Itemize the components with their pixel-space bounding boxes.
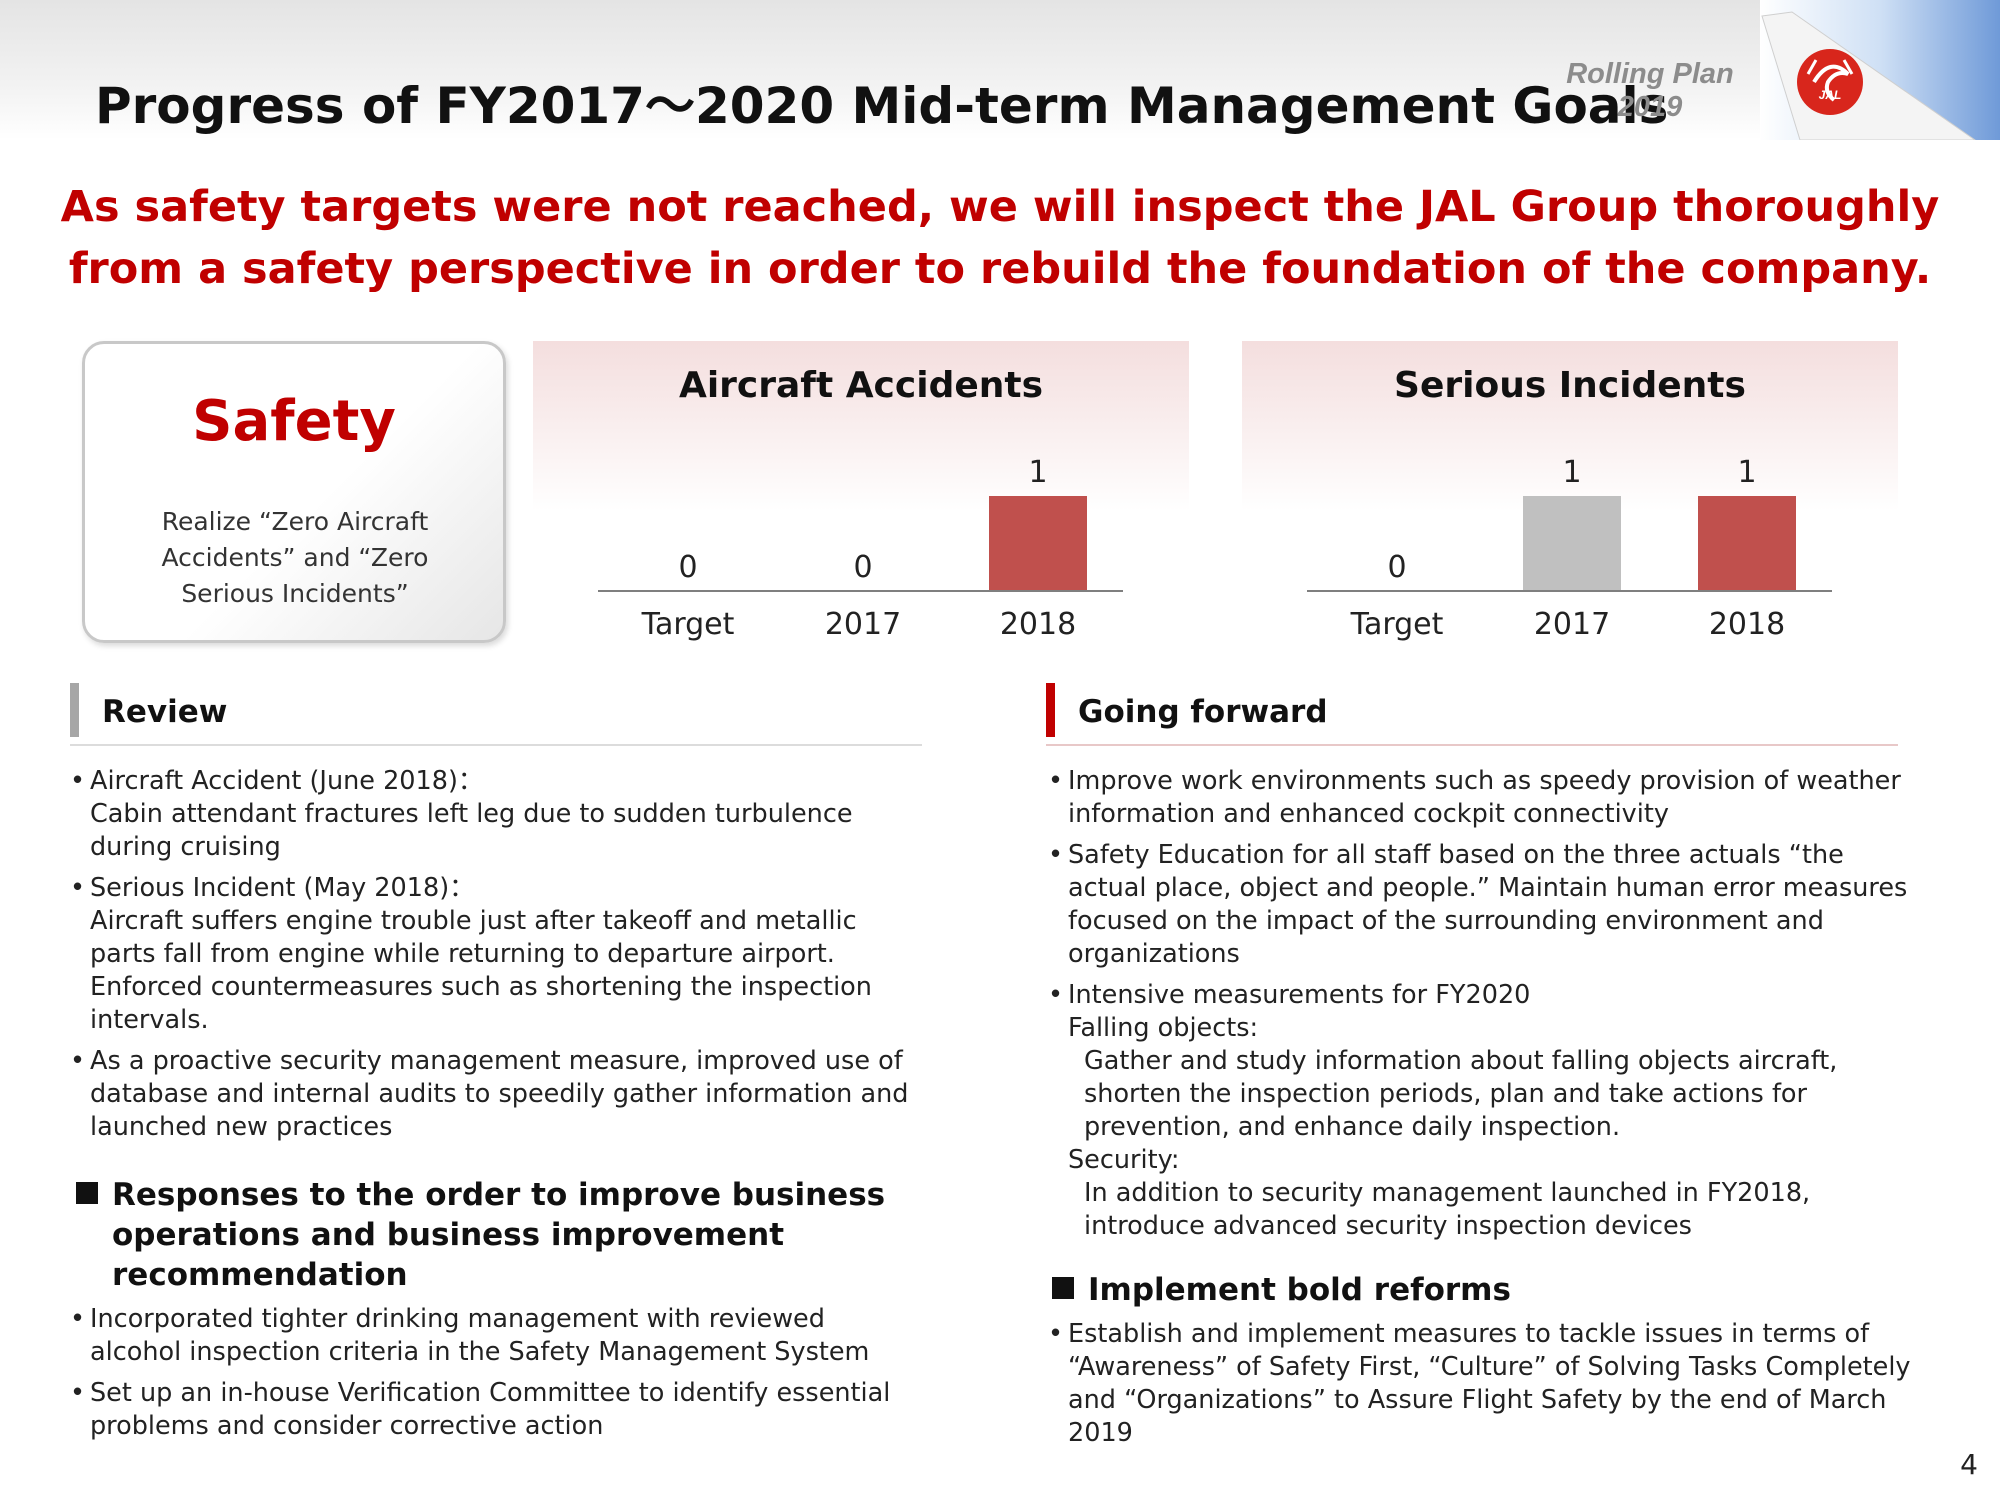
square-bullet-icon [1052,1277,1074,1299]
data-label: 1 [1562,455,1581,490]
review-item-body: As a proactive security management measu… [90,1046,909,1142]
bar-2018 [989,496,1087,591]
data-label: 1 [1028,455,1047,490]
page-number: 4 [1960,1448,1978,1481]
square-bullet-icon [76,1182,98,1204]
review-item-body: Aircraft suffers engine trouble just aft… [90,906,872,1035]
going-forward-item: Improve work environments such as speedy… [1048,765,1918,831]
responses-list: Incorporated tighter drinking management… [70,1303,920,1443]
tick-label: 2017 [1534,607,1610,642]
review-list: Aircraft Accident (June 2018)： Cabin att… [70,765,920,1144]
safety-card: Safety Realize “Zero Aircraft Accidents”… [82,341,506,643]
aircraft-accidents-title: Aircraft Accidents [678,365,1044,406]
responses-item-text: Set up an in-house Verification Committe… [90,1378,891,1441]
tick-label: Target [1350,607,1444,642]
headline-line1: As safety targets were not reached, we w… [60,182,1940,232]
aircraft-accidents-chart: 0 Target 0 2017 1 2018 [598,455,1123,642]
rolling-plan-line2: 2019 [1617,91,1683,123]
rolling-plan-line1: Rolling Plan [1566,58,1734,90]
review-heading: Review [102,694,228,730]
security-text: In addition to security management launc… [1084,1178,1811,1241]
review-item: As a proactive security management measu… [70,1045,920,1144]
rolling-plan-label: Rolling Plan 2019 [1545,58,1755,124]
headline: As safety targets were not reached, we w… [0,176,2000,300]
data-label: 0 [1387,550,1406,585]
tick-label: 2018 [1709,607,1785,642]
reforms-item: Establish and implement measures to tack… [1048,1318,1918,1450]
reforms-heading-text: Implement bold reforms [1088,1272,1511,1308]
tick-label: 2018 [1000,607,1076,642]
data-label: 0 [678,550,697,585]
crane-icon: JAL [1797,49,1863,115]
falling-objects-label: Falling objects: [1068,1013,1259,1043]
review-divider [70,744,922,746]
serious-incidents-panel [1242,341,1898,511]
bar-2018 [1698,496,1796,591]
review-marker [70,683,79,737]
review-item-head: Aircraft Accident (June 2018)： [90,766,484,796]
intensive-measures-head: Intensive measurements for FY2020 [1068,980,1531,1010]
data-label: 1 [1737,455,1756,490]
going-forward-item-text: Safety Education for all staff based on … [1068,840,1908,969]
responses-heading: Responses to the order to improve busine… [76,1175,896,1295]
review-item-head: Serious Incident (May 2018)： [90,873,475,903]
jal-tail-logo: JAL [1760,0,2000,140]
safety-title: Safety [192,389,396,454]
going-forward-heading: Going forward [1078,694,1328,730]
review-item: Aircraft Accident (June 2018)： Cabin att… [70,765,920,864]
review-item: Serious Incident (May 2018)： Aircraft su… [70,872,920,1037]
going-forward-marker [1046,683,1055,737]
reforms-item-text: Establish and implement measures to tack… [1068,1319,1911,1448]
logo-text: JAL [1819,88,1842,102]
safety-description: Realize “Zero Aircraft Accidents” and “Z… [161,507,429,608]
reforms-heading: Implement bold reforms [1052,1270,1872,1310]
serious-incidents-title: Serious Incidents [1394,365,1746,406]
falling-objects-text: Gather and study information about falli… [1084,1046,1838,1142]
bar-2017 [1523,496,1621,591]
going-forward-divider [1046,744,1898,746]
tick-label: 2017 [825,607,901,642]
responses-item-text: Incorporated tighter drinking management… [90,1304,870,1367]
security-label: Security: [1068,1145,1180,1175]
page-title: Progress of FY2017～2020 Mid-term Managem… [95,77,1669,135]
data-label: 0 [853,550,872,585]
serious-incidents-chart: 0 Target 1 2017 1 2018 [1307,455,1832,642]
review-item-body: Cabin attendant fractures left leg due t… [90,799,853,862]
header-band [0,0,2000,140]
going-forward-item-text: Improve work environments such as speedy… [1068,766,1901,829]
responses-item: Incorporated tighter drinking management… [70,1303,920,1369]
going-forward-list: Improve work environments such as speedy… [1048,765,1918,1243]
reforms-list: Establish and implement measures to tack… [1048,1318,1918,1450]
responses-heading-text: Responses to the order to improve busine… [112,1177,886,1293]
tick-label: Target [641,607,735,642]
going-forward-item: Intensive measurements for FY2020 Fallin… [1048,979,1918,1243]
going-forward-item: Safety Education for all staff based on … [1048,839,1918,971]
headline-line2: from a safety perspective in order to re… [68,244,1932,294]
aircraft-accidents-panel [533,341,1189,511]
responses-item: Set up an in-house Verification Committe… [70,1377,920,1443]
